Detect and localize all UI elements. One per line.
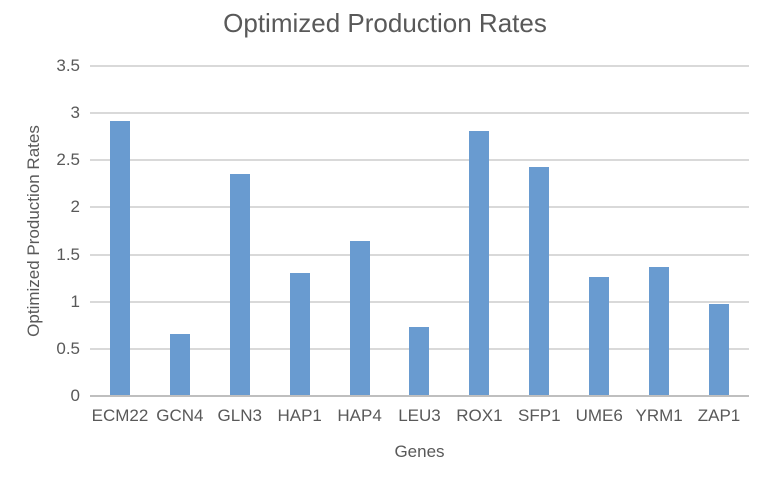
bar-rox1	[469, 131, 490, 396]
x-category-label: HAP1	[277, 406, 322, 425]
gridline	[90, 300, 749, 303]
bar-gln3	[229, 174, 250, 396]
y-tick-label: 1	[70, 291, 80, 311]
x-axis-title: Genes	[394, 442, 445, 461]
bar-slot	[270, 66, 330, 396]
bar-slot	[569, 66, 629, 396]
bar-sfp1	[529, 166, 550, 396]
x-category-label: HAP4	[337, 406, 382, 425]
bar-zap1	[709, 303, 730, 396]
x-category-label: ZAP1	[697, 406, 741, 425]
bar-ecm22	[109, 120, 130, 396]
bar-slot	[689, 66, 749, 396]
bar-slot	[90, 66, 150, 396]
bar-slot	[330, 66, 390, 396]
x-category-label: GCN4	[156, 406, 204, 425]
gridline	[90, 112, 749, 115]
x-category-label: ECM22	[91, 406, 149, 425]
bar-leu3	[409, 327, 430, 396]
bar-slot	[449, 66, 509, 396]
bar-hap4	[349, 241, 370, 396]
y-axis-ticks: 0 0.5 1 1.5 2 2.5 3 3.5	[0, 0, 80, 482]
bar-slot	[390, 66, 450, 396]
bars-container	[90, 66, 749, 396]
chart-title: Optimized Production Rates	[223, 8, 547, 38]
y-tick-label: 3	[70, 103, 80, 123]
gridline	[90, 65, 749, 67]
x-category-label: LEU3	[398, 406, 441, 425]
y-tick-label: 1.5	[56, 244, 80, 264]
x-category-label: ROX1	[456, 406, 503, 425]
bar-slot	[509, 66, 569, 396]
plot-area	[90, 65, 749, 397]
gridline	[90, 206, 749, 209]
bar-slot	[629, 66, 689, 396]
bar-gcn4	[169, 333, 190, 396]
bar-hap1	[289, 272, 310, 396]
bar-yrm1	[649, 266, 670, 396]
x-category-label: SFP1	[518, 406, 561, 425]
x-category-label: UME6	[575, 406, 623, 425]
gridline	[90, 159, 749, 162]
x-axis-line	[90, 395, 749, 397]
x-category-label: YRM1	[635, 406, 683, 425]
x-category-labels: ECM22 GCN4 GLN3 HAP1 HAP4 LEU3 ROX1 SFP1 UME6 YRM…	[90, 406, 749, 426]
y-tick-label: 2	[70, 197, 80, 217]
y-tick-label: 3.5	[56, 56, 80, 75]
y-tick-label: 0	[70, 386, 80, 405]
bar-slot	[210, 66, 270, 396]
y-tick-label: 0.5	[56, 338, 80, 358]
bar-slot	[150, 66, 210, 396]
bar-ume6	[589, 277, 610, 396]
x-category-label: GLN3	[217, 406, 262, 425]
y-tick-label: 2.5	[56, 150, 80, 170]
gridline	[90, 253, 749, 256]
